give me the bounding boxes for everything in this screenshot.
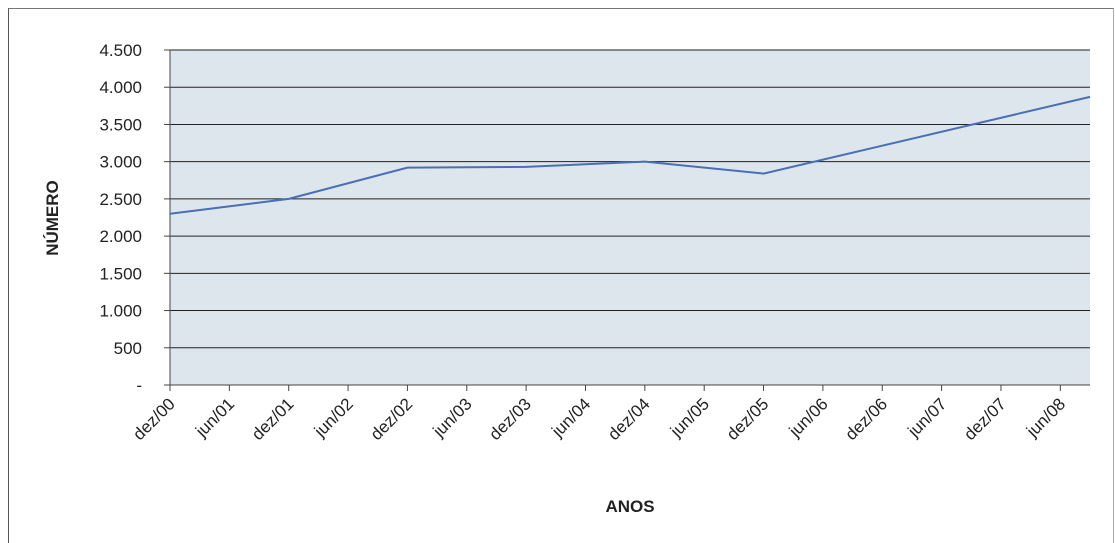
y-axis-title: NÚMERO (43, 180, 62, 256)
y-tick-label: 500 (114, 339, 142, 358)
x-tick-label: jun/03 (429, 394, 476, 441)
x-axis-title: ANOS (605, 497, 654, 516)
y-tick-label: 3.500 (99, 115, 142, 134)
x-tick-label: dez/03 (485, 394, 535, 444)
chart-frame (8, 8, 1114, 543)
y-tick-label: 3.000 (99, 153, 142, 172)
x-tick-label: jun/08 (1022, 394, 1069, 441)
x-tick-label: dez/04 (604, 394, 654, 444)
plot-area (170, 50, 1090, 385)
x-tick-label: dez/02 (367, 394, 417, 444)
x-tick-label: dez/05 (723, 394, 773, 444)
axes (169, 50, 1090, 391)
y-tick-label: - (136, 376, 142, 395)
x-tick-label: jun/04 (547, 394, 594, 441)
x-tick-label: jun/06 (785, 394, 832, 441)
x-tick-label: jun/07 (904, 394, 951, 441)
y-tick-label: 2.000 (99, 227, 142, 246)
x-tick-label: dez/07 (960, 394, 1010, 444)
x-tick-label: jun/01 (191, 394, 238, 441)
x-tick-label: dez/00 (129, 394, 179, 444)
y-tick-labels: - 500 1.000 1.500 2.000 2.500 3.000 3.500 4.000 4… (99, 41, 142, 395)
x-tick-label: dez/01 (248, 394, 298, 444)
y-tick-label: 1.500 (99, 264, 142, 283)
x-tick-label: jun/05 (666, 394, 713, 441)
series-line (169, 95, 1091, 215)
y-tick-label: 4.500 (99, 41, 142, 60)
y-tick-label: 2.500 (99, 190, 142, 209)
x-tick-labels: dez/00 jun/01 dez/01 jun/02 dez/02 jun/03 dez/… (129, 394, 1069, 444)
y-tick-label: 4.000 (99, 78, 142, 97)
x-tick-label: dez/06 (842, 394, 892, 444)
x-tick-label: jun/02 (310, 394, 357, 441)
series-layer (169, 95, 1091, 215)
y-tick-label: 1.000 (99, 302, 142, 321)
